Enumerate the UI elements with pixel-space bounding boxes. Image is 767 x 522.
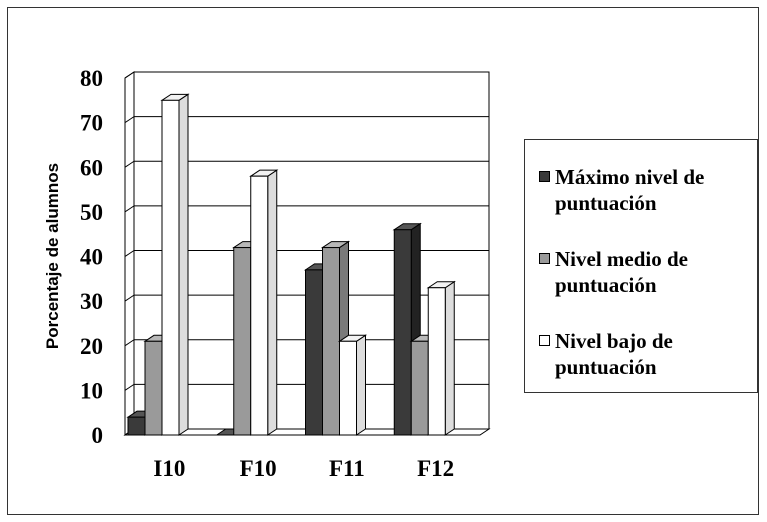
bar-side-face — [178, 93, 189, 436]
y-tick-label: 80 — [80, 66, 103, 91]
legend-label-bajo: Nivel bajo de puntuación — [555, 329, 673, 379]
gridline-side — [124, 160, 135, 168]
gridline-side — [124, 205, 135, 213]
bar-side-face — [267, 169, 278, 436]
bar-front-face — [127, 416, 146, 436]
y-axis-label: Porcentaje de alumnos — [43, 163, 62, 349]
y-tick-label: 70 — [80, 111, 103, 136]
gridline-side — [124, 250, 135, 257]
bar-front-face — [393, 229, 412, 436]
legend-swatch-bajo — [539, 335, 550, 346]
bar-front-face — [144, 340, 163, 436]
gridline-side — [124, 71, 135, 79]
bar-F10-series-3 — [249, 169, 279, 436]
bar-F11-series-3 — [337, 334, 368, 436]
bar-I10-series-3 — [160, 93, 190, 436]
bar-side-face — [356, 334, 366, 436]
bar-front-face — [427, 287, 446, 436]
bar-front-face — [305, 269, 323, 436]
y-tick-label: 60 — [80, 155, 103, 180]
legend-label-medio: Nivel medio de puntuación — [555, 247, 688, 297]
gridline-side — [124, 383, 135, 391]
gridline-side — [124, 116, 135, 124]
bar-front-face — [410, 340, 429, 436]
gridline-side — [124, 339, 135, 347]
x-tick-label-F11: F11 — [329, 456, 365, 481]
legend-label-maximo: Máximo nivel de puntuación — [555, 165, 705, 215]
y-tick-label: 20 — [80, 334, 103, 359]
bar-front-face — [233, 247, 252, 436]
legend-swatch-medio — [539, 253, 550, 264]
legend-swatch-maximo — [539, 171, 550, 182]
y-tick-label: 50 — [80, 200, 103, 225]
gridline-side — [124, 294, 135, 302]
legend: Máximo nivel de puntuación Nivel medio d… — [524, 139, 758, 393]
bar-front-face — [339, 340, 357, 436]
bar-front-face — [161, 99, 180, 436]
bar-front-face — [250, 175, 269, 436]
y-tick-label: 30 — [80, 289, 103, 314]
bar-side-face — [444, 280, 455, 436]
y-tick-label: 10 — [80, 378, 103, 403]
x-tick-label-F10: F10 — [240, 456, 277, 481]
bar-F12-series-3 — [426, 280, 456, 436]
y-tick-label: 0 — [92, 423, 104, 448]
x-tick-label-I10: I10 — [153, 456, 185, 481]
bar-front-face — [322, 247, 340, 436]
x-tick-label-F12: F12 — [417, 456, 454, 481]
y-tick-label: 40 — [80, 245, 103, 270]
